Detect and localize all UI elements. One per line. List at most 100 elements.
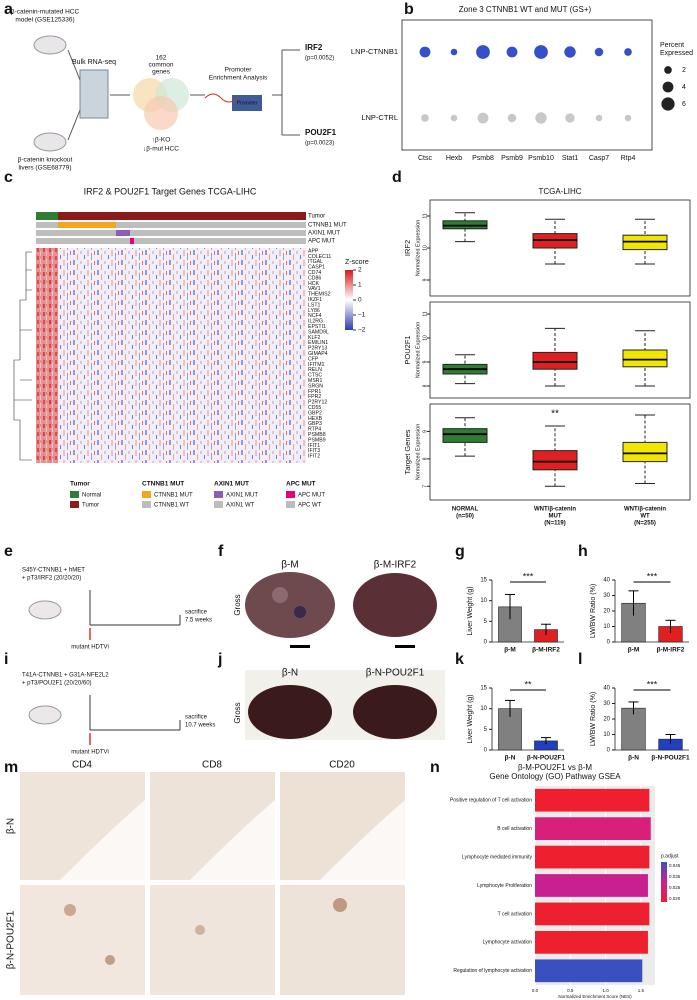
- group-label: β-M-IRF2: [374, 560, 417, 571]
- step-text: 162: [156, 55, 167, 62]
- x-tick-label: (n=50): [456, 514, 474, 520]
- injection-label: mutant HDTVi: [71, 750, 109, 756]
- x-tick-label: (N=255): [634, 521, 656, 527]
- size-key-label: 4: [682, 84, 686, 91]
- timeline-end: 10.7 weeks: [185, 723, 215, 729]
- legend-title: Z-score: [345, 259, 369, 266]
- y-tick-label: 0: [484, 748, 488, 754]
- timeline-end: sacrifice: [185, 610, 208, 616]
- x-tick-label: MUT: [549, 514, 562, 520]
- y-tick-label: 0: [607, 748, 611, 754]
- gene-label: APP: [308, 248, 319, 254]
- gene-label: CASP1: [308, 265, 325, 271]
- size-key-label: 2: [682, 67, 686, 74]
- y-tick-label: 10: [480, 598, 487, 604]
- size-key: [662, 81, 674, 93]
- x-tick-label: (N=119): [544, 521, 566, 527]
- legend-entry: AXIN1 MUT: [226, 493, 258, 499]
- panel-letter: m: [4, 759, 18, 776]
- y-tick-label: 30: [603, 701, 610, 707]
- row-label: β-N: [6, 818, 17, 834]
- dot: [534, 45, 548, 59]
- protocol-text: T41A-CTNNB1 + G31A-NFE2L2: [22, 673, 109, 679]
- legend-swatch: [286, 501, 295, 508]
- y-tick-label: 20: [603, 717, 610, 723]
- p-value: (p=0.0052): [305, 56, 334, 62]
- track-label: Tumor: [308, 214, 325, 220]
- legend-swatch: [70, 501, 79, 508]
- plot-frame: [429, 301, 691, 399]
- gene-label: CD55: [308, 405, 321, 411]
- dot: [565, 113, 575, 123]
- step-text: Promoter: [225, 67, 253, 74]
- bar: [535, 788, 650, 812]
- model-text: β-catenin-mutated HCC: [11, 9, 80, 16]
- legend-swatch: [286, 491, 295, 498]
- y-axis-title: LW/BW Ratio (%): [590, 692, 597, 746]
- model-text: β-catenin knockout: [18, 157, 73, 164]
- gene-label: EPSTI1: [308, 324, 326, 330]
- step-text: common: [149, 62, 174, 69]
- gene-label: VAV1: [308, 286, 321, 292]
- gene-label: IFIT2: [308, 454, 320, 460]
- legend-title: CTNNB1 MUT: [142, 481, 184, 488]
- y-axis-title: IRF2: [403, 240, 412, 256]
- dot: [624, 114, 632, 122]
- model-text: livers (GSE68779): [18, 165, 71, 172]
- y-tick-label: 5: [484, 619, 488, 625]
- gross-photos: [245, 572, 445, 740]
- dot: [535, 112, 547, 124]
- legend-entry: CTNNB1 WT: [154, 503, 189, 509]
- gene-label: CD74: [308, 270, 321, 276]
- legend-entry: LNP-CTNNB1: [351, 47, 398, 56]
- y-tick-label: Lymphocyte Proliferation: [477, 883, 532, 889]
- significance: **: [524, 679, 532, 689]
- gene-label: NCF4: [308, 313, 322, 319]
- gene-label: SRGN: [308, 383, 323, 389]
- track-label: APC MUT: [308, 239, 335, 245]
- dot: [624, 48, 632, 56]
- gene-label: IFIT3: [308, 448, 320, 454]
- column-label: CD20: [329, 760, 355, 771]
- x-tick-label: WNT/β-catenin: [534, 507, 576, 513]
- gene-label: LY86: [308, 308, 320, 314]
- y-tick-label: Regulation of lymphocyte activation: [453, 968, 532, 974]
- y-tick-label: 8: [422, 384, 428, 387]
- dot: [477, 112, 489, 124]
- dot: [594, 47, 604, 57]
- legend-entry: Tumor: [82, 503, 99, 509]
- panel-letter: a: [4, 1, 13, 18]
- panel-letter: n: [430, 759, 440, 776]
- y-tick-label: 15: [480, 578, 487, 584]
- x-tick-label: 0.0: [532, 988, 539, 993]
- dot: [421, 114, 429, 122]
- gene-label: MSR1: [308, 378, 323, 384]
- dot: [450, 48, 458, 56]
- y-tick-label: 7: [422, 485, 428, 488]
- x-tick-label: Psmb9: [501, 155, 523, 162]
- timelines: [28, 590, 181, 745]
- dot: [506, 46, 518, 58]
- legend-swatch: [214, 501, 223, 508]
- dot: [476, 45, 490, 59]
- x-tick-label: WT: [640, 514, 650, 520]
- bar: [535, 930, 648, 954]
- zscore-label: 1: [358, 282, 362, 289]
- legend-swatch: [70, 491, 79, 498]
- chart-title: Zone 3 CTNNB1 WT and MUT (GS+): [459, 5, 592, 14]
- step-text: ↓β-mut HCC: [143, 146, 179, 153]
- legend-entry: AXIN1 WT: [226, 503, 255, 509]
- protocol-text: + pT3/IRF2 (20/20/20): [22, 576, 81, 582]
- track-label: AXIN1 MUT: [308, 231, 340, 237]
- y-tick-label: 9: [422, 430, 428, 433]
- size-key-label: 6: [682, 101, 686, 108]
- legend-title: Expressed: [660, 50, 693, 57]
- gene-label: THEMIS2: [308, 292, 331, 298]
- gene-label: KLF2: [308, 335, 321, 341]
- significance: **: [551, 409, 559, 420]
- step-text: genes: [152, 69, 170, 76]
- y-axis-subtitle: Normalized Expression: [415, 220, 421, 277]
- chart-title: TCGA-LIHC: [538, 187, 581, 196]
- x-tick-label: Psmb8: [472, 155, 494, 162]
- chart-title: Gene Ontology (GO) Pathway GSEA: [489, 772, 621, 781]
